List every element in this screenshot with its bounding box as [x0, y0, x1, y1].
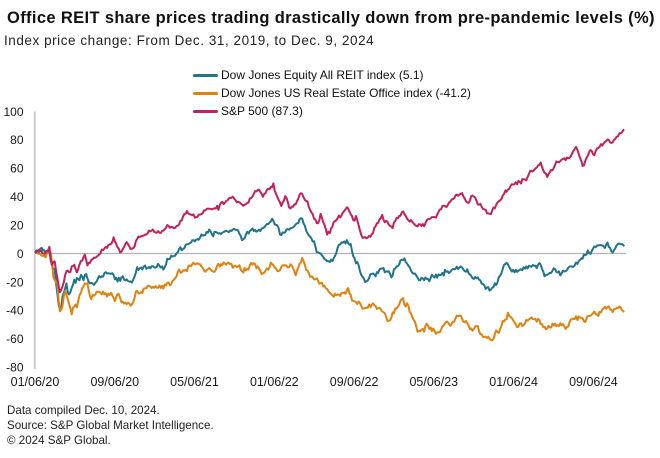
svg-text:05/06/21: 05/06/21 — [170, 375, 219, 389]
svg-text:09/06/20: 09/06/20 — [90, 375, 139, 389]
svg-text:-40: -40 — [6, 304, 24, 318]
svg-text:-80: -80 — [6, 361, 24, 375]
svg-text:100: 100 — [3, 105, 23, 119]
svg-text:01/06/20: 01/06/20 — [11, 375, 60, 389]
svg-text:05/06/23: 05/06/23 — [409, 375, 458, 389]
svg-text:-60: -60 — [6, 332, 24, 346]
svg-text:09/06/24: 09/06/24 — [569, 375, 618, 389]
svg-text:60: 60 — [10, 162, 24, 176]
svg-text:01/06/24: 01/06/24 — [489, 375, 538, 389]
svg-text:-20: -20 — [6, 275, 24, 289]
svg-text:01/06/22: 01/06/22 — [250, 375, 299, 389]
svg-text:0: 0 — [17, 247, 24, 261]
svg-text:80: 80 — [10, 133, 24, 147]
svg-text:40: 40 — [10, 190, 24, 204]
svg-text:20: 20 — [10, 218, 24, 232]
svg-text:09/06/22: 09/06/22 — [330, 375, 379, 389]
